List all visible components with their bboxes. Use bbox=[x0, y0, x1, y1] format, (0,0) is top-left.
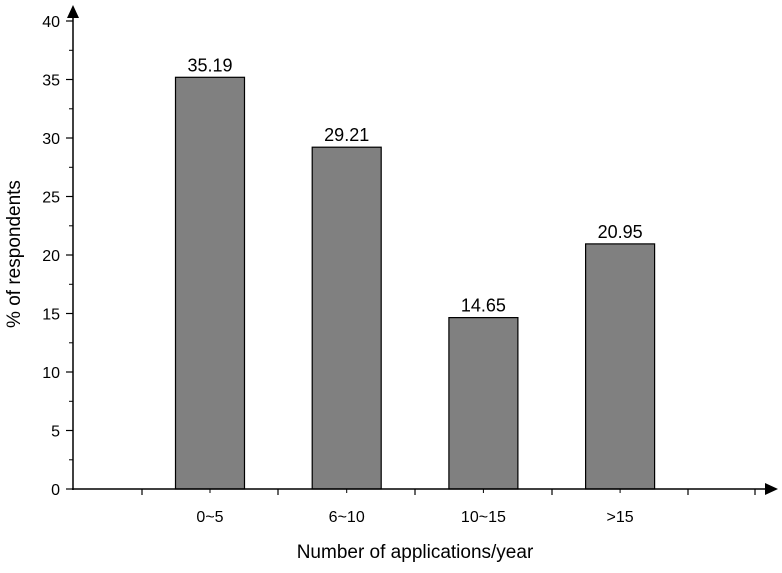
bar-value-label-1: 35.19 bbox=[187, 55, 232, 75]
y-tick-label: 0 bbox=[51, 482, 60, 499]
bar-4 bbox=[584, 243, 656, 490]
y-tick-label: 35 bbox=[42, 73, 60, 90]
labels-layer: 35.19 29.21 14.65 20.95 bbox=[187, 55, 642, 315]
bar-2 bbox=[311, 146, 382, 490]
x-category-label-1: 0~5 bbox=[196, 509, 223, 526]
axes-layer: 0 5 10 15 20 25 30 35 40 0~5 6~10 10~15 >15 bbox=[42, 5, 778, 526]
y-axis-arrow-icon bbox=[67, 5, 79, 18]
y-axis-title: % of respondents bbox=[4, 180, 25, 328]
y-tick-label: 5 bbox=[51, 424, 60, 441]
bar-3 bbox=[448, 317, 519, 490]
x-category-label-4: >15 bbox=[607, 509, 634, 526]
bar-value-label-3: 14.65 bbox=[461, 296, 506, 316]
x-category-label-3: 10~15 bbox=[461, 509, 506, 526]
y-tick-label: 40 bbox=[42, 14, 60, 31]
x-category-label-2: 6~10 bbox=[329, 509, 365, 526]
bars-layer bbox=[174, 76, 656, 490]
y-tick-label: 15 bbox=[42, 307, 60, 324]
bar-value-label-4: 20.95 bbox=[598, 222, 643, 242]
y-tick-label: 20 bbox=[42, 248, 60, 265]
bar-value-label-2: 29.21 bbox=[324, 125, 369, 145]
y-tick-label: 10 bbox=[42, 365, 60, 382]
x-axis-arrow-icon bbox=[765, 483, 778, 495]
y-tick-label: 25 bbox=[42, 190, 60, 207]
y-tick-label: 30 bbox=[42, 131, 60, 148]
bar-1 bbox=[174, 76, 246, 490]
x-axis-title: Number of applications/year bbox=[297, 542, 534, 563]
